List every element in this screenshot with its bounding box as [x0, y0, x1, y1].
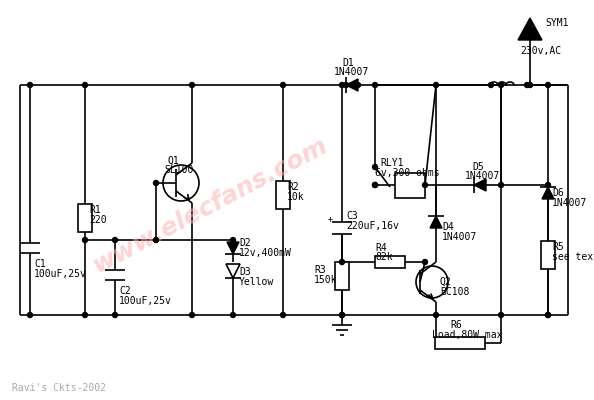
Text: 1N4007: 1N4007 [334, 67, 369, 77]
Circle shape [527, 82, 532, 88]
Circle shape [112, 312, 118, 318]
Text: 150k: 150k [314, 275, 337, 285]
Text: R4: R4 [375, 243, 387, 253]
Text: C2: C2 [119, 286, 131, 296]
Bar [335, 262, 349, 290]
Text: R2: R2 [287, 182, 299, 192]
Text: 100uF,25v: 100uF,25v [119, 296, 172, 306]
Text: BC108: BC108 [440, 287, 469, 297]
Text: 220: 220 [89, 215, 107, 225]
Circle shape [372, 182, 378, 188]
Circle shape [153, 180, 159, 186]
Circle shape [189, 82, 194, 88]
Text: D5: D5 [472, 162, 484, 172]
Circle shape [434, 82, 438, 88]
Circle shape [27, 82, 33, 88]
Text: Q2: Q2 [440, 277, 452, 287]
Text: D1: D1 [342, 58, 354, 68]
Text: D3: D3 [239, 267, 251, 277]
Circle shape [83, 238, 87, 242]
Text: R1: R1 [89, 205, 101, 215]
Circle shape [83, 312, 87, 318]
Circle shape [343, 82, 349, 88]
Circle shape [372, 182, 378, 188]
Text: 6v,300 ohms: 6v,300 ohms [375, 168, 440, 178]
Text: R5: R5 [552, 242, 564, 252]
Text: Q1: Q1 [168, 156, 180, 166]
Circle shape [525, 82, 529, 88]
Text: 1N4007: 1N4007 [465, 171, 500, 181]
Circle shape [545, 182, 551, 188]
Circle shape [545, 82, 551, 88]
Circle shape [27, 312, 33, 318]
Text: SYM1: SYM1 [545, 18, 568, 28]
Circle shape [280, 312, 286, 318]
Text: Load,80W max: Load,80W max [432, 330, 503, 340]
Text: D4: D4 [442, 222, 454, 232]
Bar [375, 256, 405, 268]
Circle shape [189, 312, 194, 318]
Bar [78, 204, 92, 232]
Bar [541, 241, 555, 269]
Circle shape [153, 238, 159, 242]
Circle shape [355, 82, 361, 88]
Text: Ravi's Ckts-2002: Ravi's Ckts-2002 [12, 383, 106, 393]
Text: 230v,AC: 230v,AC [520, 46, 561, 56]
Text: 220uF,16v: 220uF,16v [346, 221, 399, 231]
Polygon shape [227, 242, 239, 254]
Polygon shape [518, 18, 542, 40]
Bar [395, 173, 425, 198]
Text: 1N4007: 1N4007 [552, 198, 587, 208]
Circle shape [340, 82, 345, 88]
Text: 82k: 82k [375, 252, 393, 262]
Polygon shape [474, 179, 486, 191]
Text: C1: C1 [34, 259, 46, 269]
Circle shape [340, 312, 345, 318]
Text: D6: D6 [552, 188, 564, 198]
Circle shape [372, 164, 378, 170]
Polygon shape [430, 216, 442, 228]
Circle shape [372, 82, 378, 88]
Circle shape [340, 260, 345, 264]
Circle shape [422, 182, 428, 188]
Polygon shape [346, 79, 358, 91]
Bar [276, 181, 290, 209]
Text: 12v,400mW: 12v,400mW [239, 248, 292, 258]
Text: +: + [328, 216, 333, 224]
Circle shape [280, 82, 286, 88]
Circle shape [498, 82, 504, 88]
Circle shape [422, 260, 428, 264]
Circle shape [545, 312, 551, 318]
Circle shape [498, 182, 504, 188]
Text: www.elecfans.com: www.elecfans.com [89, 133, 331, 277]
Circle shape [545, 312, 551, 318]
Circle shape [488, 82, 494, 88]
Text: see text: see text [552, 252, 594, 262]
Text: R6: R6 [450, 320, 462, 330]
Circle shape [112, 238, 118, 242]
Polygon shape [542, 187, 554, 199]
Text: Yellow: Yellow [239, 277, 274, 287]
Text: C3: C3 [346, 211, 358, 221]
Circle shape [83, 82, 87, 88]
Text: RLY1: RLY1 [380, 158, 403, 168]
Circle shape [230, 312, 235, 318]
Text: 100uF,25v: 100uF,25v [34, 269, 87, 279]
Circle shape [498, 312, 504, 318]
Text: R3: R3 [314, 265, 326, 275]
Text: 1N4007: 1N4007 [442, 232, 477, 242]
Text: 10k: 10k [287, 192, 305, 202]
Bar [435, 337, 485, 349]
Text: D2: D2 [239, 238, 251, 248]
Circle shape [434, 312, 438, 318]
Text: SL100: SL100 [164, 165, 194, 175]
Circle shape [230, 238, 235, 242]
Circle shape [340, 312, 345, 318]
